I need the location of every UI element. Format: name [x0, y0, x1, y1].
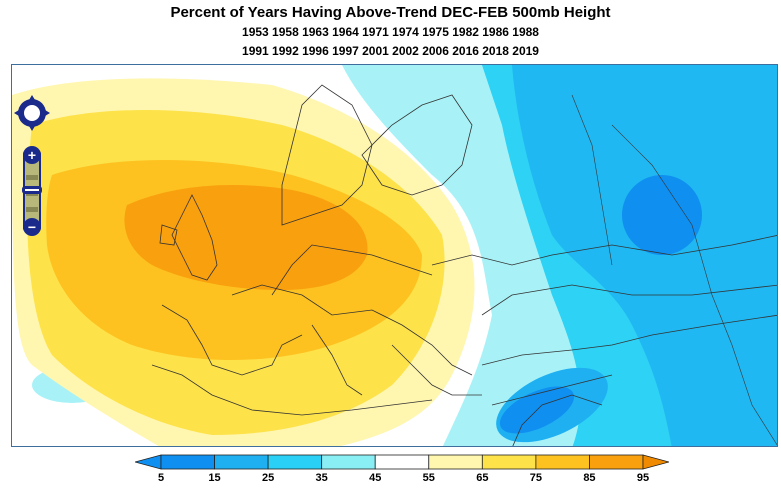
- legend-swatch: [535, 454, 590, 470]
- legend-swatch: [160, 454, 215, 470]
- legend-tick-label: 85: [583, 472, 596, 484]
- color-legend: 5 15 25 35 45 55 65 75 85 95: [133, 452, 671, 488]
- legend-arrow-low: [133, 454, 162, 470]
- legend-swatch: [374, 454, 430, 470]
- legend-tick-label: 75: [529, 472, 542, 484]
- legend-arrow-high: [642, 454, 671, 470]
- pan-control[interactable]: [14, 95, 50, 131]
- legend-tick-label: 95: [636, 472, 650, 484]
- legend-swatch: [267, 454, 323, 470]
- legend-swatch: [481, 454, 537, 470]
- zoom-out-button[interactable]: [23, 218, 41, 236]
- map-title: Percent of Years Having Above-Trend DEC-…: [170, 4, 611, 21]
- legend-tick-label: 15: [208, 472, 221, 484]
- legend-swatch: [214, 454, 269, 470]
- legend-tick-label: 65: [476, 472, 489, 484]
- years-line-2: 1991 1992 1996 1997 2001 2002 2006 2016 …: [242, 44, 539, 58]
- legend-swatch: [321, 454, 376, 470]
- zoom-in-button[interactable]: [23, 146, 41, 164]
- zoom-out-label: −: [28, 219, 36, 235]
- legend-swatch: [428, 454, 483, 470]
- years-line-1: 1953 1958 1963 1964 1971 1974 1975 1982 …: [242, 25, 539, 39]
- legend-tick-label: 5: [157, 472, 165, 484]
- legend-bar: [133, 454, 671, 470]
- zoom-bar[interactable]: + −: [22, 146, 42, 236]
- legend-tick-label: 25: [261, 472, 275, 484]
- legend-swatch: [589, 454, 644, 470]
- legend-tick-label: 55: [422, 472, 435, 484]
- zoom-in-label: +: [28, 147, 36, 163]
- legend-tick-label: 35: [315, 472, 328, 484]
- map-canvas: + −: [12, 65, 777, 446]
- map-panel[interactable]: + −: [11, 64, 778, 447]
- legend-tick-label: 45: [369, 472, 382, 484]
